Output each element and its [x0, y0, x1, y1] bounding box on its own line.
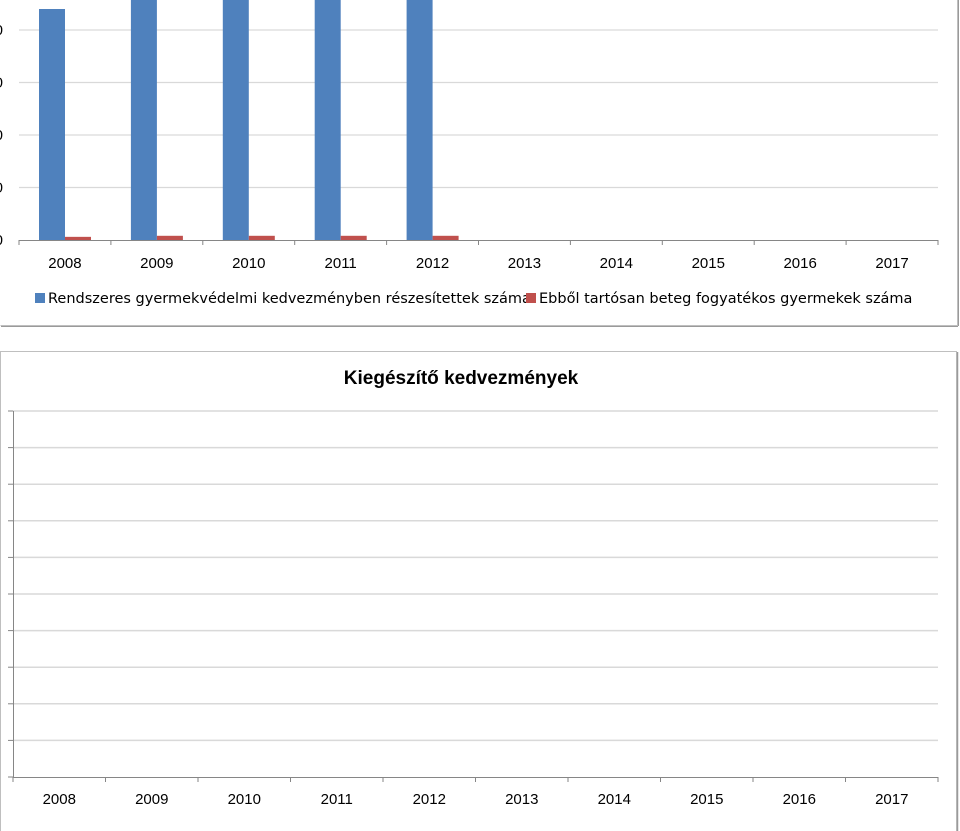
- chart-2-x-tick-label: 2012: [413, 791, 446, 808]
- chart-1: 00000 2008200920102011201220132014201520…: [0, 0, 959, 327]
- chart-1-bar-series-1: [39, 9, 65, 240]
- chart-1-y-tick-label: 0: [0, 75, 3, 92]
- chart-1-frame: [0, 0, 958, 326]
- chart-1-x-tick-label: 2016: [783, 255, 816, 272]
- chart-1-x-axis: [18, 240, 939, 245]
- chart-1-y-tick-label: 0: [0, 22, 3, 39]
- chart-2-x-tick-label: 2011: [321, 791, 353, 808]
- chart-1-x-tick-label: 2009: [140, 255, 173, 272]
- chart-2-x-tick-label: 2015: [690, 791, 723, 808]
- chart-1-legend-swatch-2: [526, 293, 536, 303]
- chart-2-x-tick-label: 2008: [43, 791, 76, 808]
- chart-1-bar-series-2: [248, 235, 275, 240]
- chart-1-y-tick-labels: 0 0 0 0 0: [0, 22, 3, 249]
- chart-1-bar-series-1: [406, 0, 433, 240]
- chart-1-legend-label-1: Rendszeres gyermekvédelmi kedvezményben …: [48, 291, 531, 307]
- chart-1-x-tick-label: 2013: [508, 255, 541, 272]
- chart-1-legend: Rendszeres gyermekvédelmi kedvezményben …: [35, 291, 912, 307]
- chart-1-x-tick-label: 2015: [692, 255, 725, 272]
- chart-1-x-tick-label: 2014: [600, 255, 633, 272]
- chart-2-x-tick-label: 2017: [875, 791, 908, 808]
- chart-1-bar-series-2: [432, 235, 459, 240]
- chart-1-x-tick-label: 2008: [48, 255, 81, 272]
- chart-1-y-tick-label: 0: [0, 180, 3, 197]
- chart-2-title: Kiegészítő kedvezmények: [344, 368, 579, 389]
- chart-2-frame: [0, 351, 957, 831]
- chart-1-bar-series-2: [65, 236, 91, 240]
- chart-2-gridlines: [13, 410, 938, 742]
- chart-1-x-tick-label: 2011: [325, 255, 357, 272]
- chart-1-bar-series-1: [130, 0, 157, 240]
- chart-1-x-tick-label: 2017: [875, 255, 908, 272]
- chart-1-x-tick-labels: 2008 2009 2010 2011 2012 2013 2014 2015 2016 2017: [48, 255, 908, 272]
- chart-1-bar-series-2: [340, 235, 367, 240]
- chart-2-x-tick-label: 2010: [228, 791, 261, 808]
- chart-2-x-tick-label: 2009: [135, 791, 168, 808]
- chart-2-x-tick-label: 2016: [783, 791, 816, 808]
- chart-1-bar-series-1: [314, 0, 341, 240]
- chart-1-legend-swatch-1: [35, 293, 45, 303]
- chart-1-x-tick-label: 2010: [232, 255, 265, 272]
- chart-2-x-tick-labels: 2008 2009 2010 2011 2012 2013 2014 2015 2016 2017: [43, 791, 909, 808]
- chart-2-x-tick-label: 2013: [505, 791, 538, 808]
- chart-1-bar-series-2: [156, 235, 183, 240]
- chart-1-x-tick-label: 2012: [416, 255, 449, 272]
- chart-2-x-tick-label: 2014: [598, 791, 631, 808]
- chart-1-gridlines: [19, 29, 938, 189]
- chart-1-bar-series-1: [222, 0, 249, 240]
- chart-1-legend-label-2: Ebből tartósan beteg fogyatékos gyermeke…: [539, 291, 912, 307]
- chart-1-y-tick-label: 0: [0, 232, 3, 249]
- chart-1-y-tick-label: 0: [0, 127, 3, 144]
- chart-1-bars: [39, 0, 459, 240]
- chart-2-axes: [8, 410, 939, 782]
- chart-2: Kiegészítő kedvezmények 2008 2009 2010 2011…: [0, 351, 959, 831]
